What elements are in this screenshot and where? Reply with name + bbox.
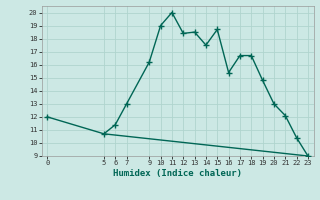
X-axis label: Humidex (Indice chaleur): Humidex (Indice chaleur) — [113, 169, 242, 178]
